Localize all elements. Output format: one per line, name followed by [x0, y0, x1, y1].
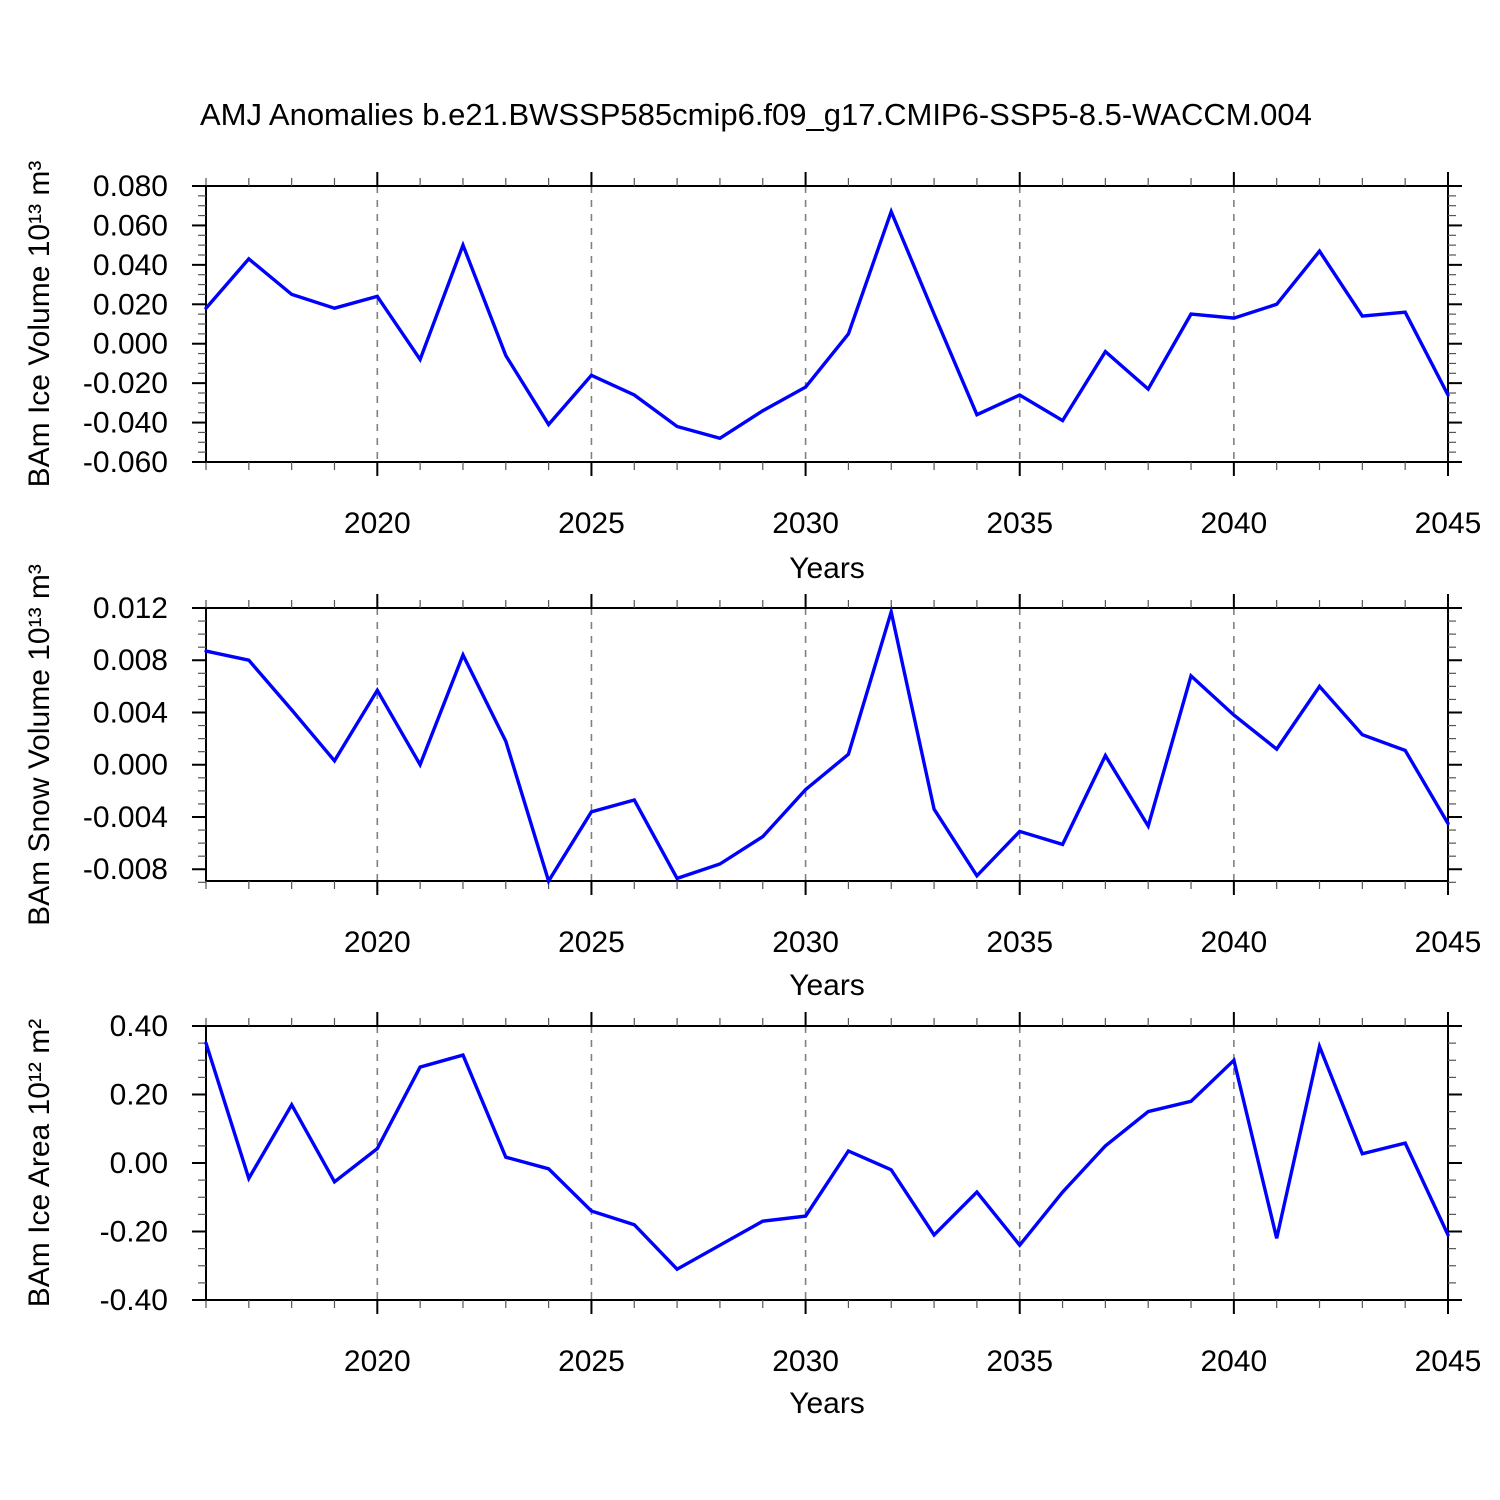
x-tick-label: 2020 — [344, 1345, 411, 1378]
x-tick-label: 2025 — [558, 926, 625, 959]
data-line-ice-area — [204, 1040, 1450, 1272]
y-tick-label: 0.004 — [93, 696, 168, 729]
plot-frame — [205, 1025, 1449, 1301]
y-tick-label: -0.004 — [83, 801, 168, 834]
y-tick-label: -0.20 — [100, 1216, 168, 1249]
x-tick-label: 2030 — [772, 1345, 839, 1378]
y-tick-label: 0.080 — [93, 170, 168, 203]
x-tick-label: 2030 — [772, 507, 839, 540]
y-tick-label: 0.060 — [93, 209, 168, 242]
y-tick-label: -0.040 — [83, 407, 168, 440]
y-tick-label: -0.020 — [83, 367, 168, 400]
x-tick-label: 2045 — [1415, 507, 1482, 540]
data-line-snow-volume — [204, 605, 1450, 886]
x-tick-label: 2035 — [986, 1345, 1053, 1378]
panel-ice-volume: 2020 2025 2030 2035 2040 2045 0.080 0.060 0.040 0… — [83, 170, 1481, 540]
x-tick-label: 2020 — [344, 507, 411, 540]
x-tick-label: 2045 — [1415, 1345, 1482, 1378]
ticks — [192, 594, 1462, 895]
plot-frame — [205, 185, 1449, 463]
plot-frame — [205, 607, 1449, 882]
x-tick-label: 2035 — [986, 926, 1053, 959]
x-tick-label: 2025 — [558, 507, 625, 540]
panel3-x-axis-title: Years — [789, 1387, 865, 1420]
ticks — [192, 1012, 1462, 1314]
y-tick-label: -0.008 — [83, 853, 168, 886]
y-tick-label: 0.040 — [93, 249, 168, 282]
panel-ice-area: 2020 2025 2030 2035 2040 2045 0.40 0.20 0.00 -0.2… — [100, 1010, 1482, 1378]
y-tick-label: 0.000 — [93, 749, 168, 782]
panel-snow-volume: 2020 2025 2030 2035 2040 2045 0.012 0.008 0.004 0… — [83, 592, 1481, 959]
y-tick-label: -0.40 — [100, 1284, 168, 1317]
data-line-ice-volume — [204, 206, 1450, 441]
x-tick-label: 2040 — [1200, 1345, 1267, 1378]
x-tick-label: 2040 — [1200, 926, 1267, 959]
x-tick-label: 2020 — [344, 926, 411, 959]
figure-title: AMJ Anomalies b.e21.BWSSP585cmip6.f09_g1… — [200, 97, 1312, 132]
panel1-x-axis-title: Years — [789, 552, 865, 585]
y-tick-label: 0.000 — [93, 328, 168, 361]
x-tick-label: 2045 — [1415, 926, 1482, 959]
x-tick-label: 2030 — [772, 926, 839, 959]
y-tick-label: 0.008 — [93, 644, 168, 677]
x-tick-label: 2025 — [558, 1345, 625, 1378]
x-tick-label: 2035 — [986, 507, 1053, 540]
ticks — [192, 172, 1462, 476]
y-tick-label: 0.20 — [110, 1079, 168, 1112]
y-tick-label: 0.00 — [110, 1147, 168, 1180]
y-tick-label: -0.060 — [83, 446, 168, 479]
y-tick-label: 0.012 — [93, 592, 168, 625]
y-tick-label: 0.020 — [93, 288, 168, 321]
y-tick-label: 0.40 — [110, 1010, 168, 1043]
x-tick-label: 2040 — [1200, 507, 1267, 540]
panel2-x-axis-title: Years — [789, 969, 865, 1002]
